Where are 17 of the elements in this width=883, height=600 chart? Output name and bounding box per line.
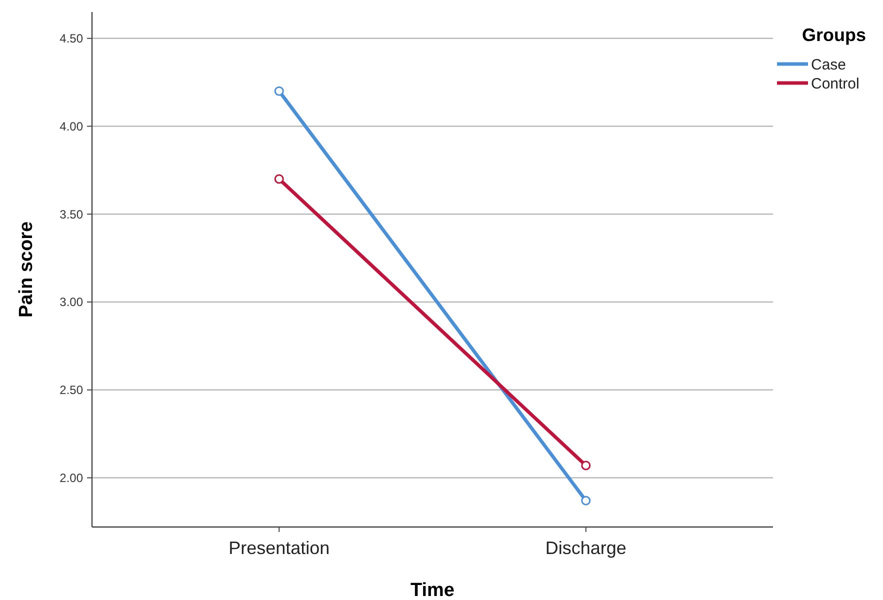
- point: [581, 496, 591, 506]
- point: [274, 86, 284, 96]
- legend-label: Control: [811, 75, 860, 92]
- legend-title: Groups: [802, 25, 866, 45]
- point: [274, 174, 284, 184]
- x-axis-title: Time: [410, 580, 455, 600]
- y-tick-label: 3.00: [60, 295, 84, 310]
- y-axis-title: Pain score: [16, 221, 37, 318]
- y-tick-label: 3.50: [60, 207, 84, 222]
- y-tick-label: 2.00: [60, 470, 84, 485]
- legend-label: Case: [811, 56, 846, 74]
- point: [581, 460, 591, 470]
- y-tick-label: 2.50: [60, 383, 84, 398]
- x-tick-label: Discharge: [545, 538, 626, 558]
- y-tick-label: 4.50: [60, 32, 84, 46]
- y-tick-label: 4.00: [60, 119, 84, 134]
- x-tick-label: Presentation: [228, 538, 330, 558]
